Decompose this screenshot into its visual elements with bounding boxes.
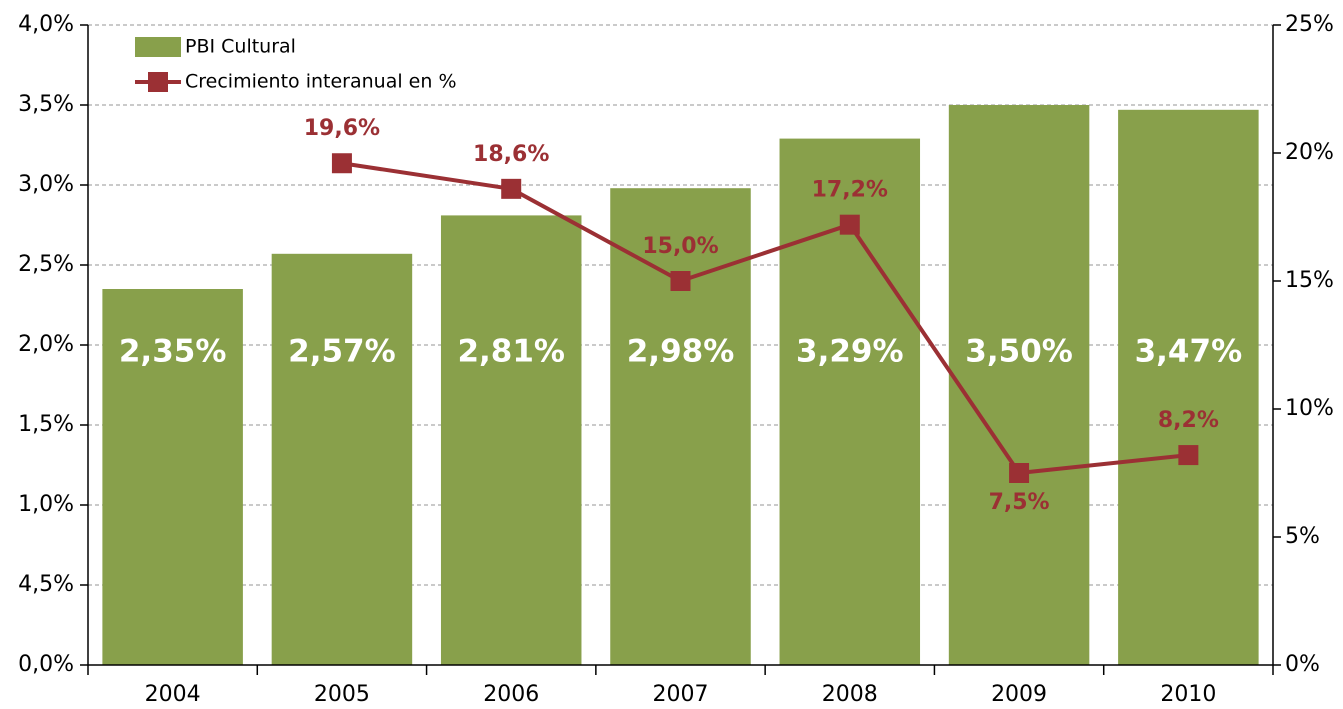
y2-tick-label: 25% (1285, 12, 1334, 37)
bar-value-label: 2,81% (457, 334, 565, 370)
line (341, 161, 1189, 476)
line-value-label: 19,6% (304, 116, 380, 141)
x-tick-label: 2005 (314, 682, 370, 707)
line-marker (1009, 463, 1030, 483)
bar (102, 289, 243, 665)
y-tick-label: 1,0% (18, 492, 74, 517)
legend-label: PBI Cultural (185, 36, 296, 58)
bar-value-label: 3,29% (796, 334, 904, 370)
bar (440, 215, 582, 665)
line-marker (839, 214, 860, 235)
bar-value-label: 2,98% (627, 334, 735, 370)
bar (610, 188, 751, 665)
bar (948, 105, 1090, 665)
line-value-label: 7,5% (989, 490, 1050, 515)
legend-swatch (148, 72, 168, 92)
y2-tick-label: 5% (1285, 524, 1320, 549)
bar-value-label: 2,35% (119, 334, 227, 370)
bar (1118, 109, 1259, 666)
legend-label: Crecimiento interanual en % (185, 71, 457, 93)
y-tick-label: 0,0% (18, 652, 74, 677)
line-value-label: 17,2% (812, 178, 888, 203)
x-tick-label: 2008 (822, 682, 878, 707)
line-value-label: 8,2% (1158, 408, 1219, 433)
line-marker (501, 178, 522, 199)
x-tick-label: 2007 (653, 682, 709, 707)
y2-tick-label: 10% (1285, 396, 1334, 421)
y-tick-label: 2,0% (18, 332, 74, 357)
y-tick-label: 4,0% (18, 12, 74, 37)
y-tick-label: 4,5% (18, 572, 74, 597)
line-marker (1178, 445, 1199, 466)
y-tick-label: 3,0% (18, 172, 74, 197)
y2-tick-label: 15% (1285, 268, 1334, 293)
bar (271, 253, 413, 666)
x-tick-label: 2010 (1160, 682, 1216, 707)
line-value-label: 15,0% (642, 234, 718, 259)
legend-swatch (135, 37, 181, 57)
bar-value-label: 3,47% (1135, 334, 1243, 370)
bar-value-label: 2,57% (288, 334, 396, 370)
y2-tick-label: 20% (1285, 140, 1334, 165)
line-marker (331, 153, 352, 174)
y-tick-label: 1,5% (18, 412, 74, 437)
x-tick-label: 2009 (991, 682, 1047, 707)
x-tick-label: 2006 (483, 682, 539, 707)
line-value-label: 18,6% (473, 142, 549, 167)
x-tick-label: 2004 (145, 682, 201, 707)
bar-value-label: 3,50% (965, 334, 1073, 370)
y-tick-label: 2,5% (18, 252, 74, 277)
y-tick-label: 3,5% (18, 92, 74, 117)
y2-tick-label: 0% (1285, 652, 1320, 677)
line-marker (670, 271, 691, 291)
